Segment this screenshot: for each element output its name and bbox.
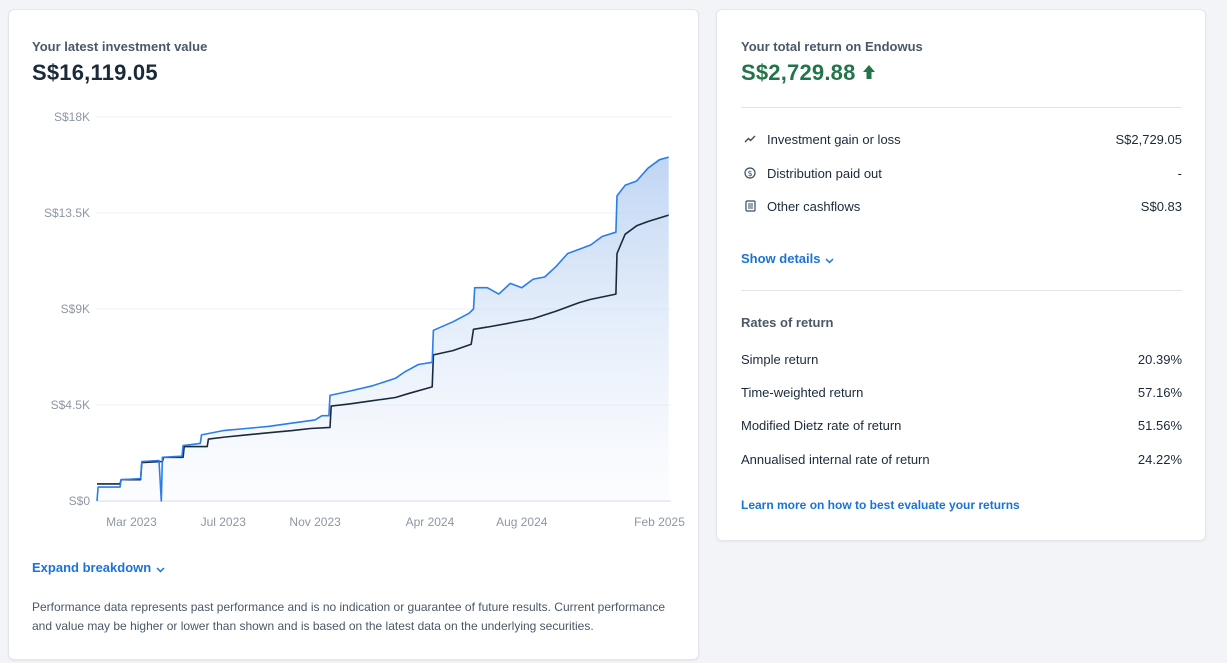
expand-breakdown-label: Expand breakdown (32, 560, 152, 575)
chart-series (96, 156, 669, 502)
chevron-down-icon (825, 252, 834, 267)
time-weighted-return-row: Time-weighted return 57.16% (741, 382, 1182, 402)
total-return-value: S$2,729.88 (741, 60, 856, 85)
chart-y-axis: S$0 S$4.5K S$9K S$13.5K S$18K (44, 110, 90, 508)
trend-line-icon (741, 131, 759, 147)
x-tick-label: Jul 2023 (201, 515, 247, 529)
y-tick-label: S$4.5K (51, 398, 90, 412)
simple-return-value: 20.39% (1137, 351, 1182, 367)
distribution-value: - (1177, 165, 1182, 181)
other-cashflows-value: S$0.83 (1140, 198, 1182, 214)
series-area-0 (97, 157, 669, 501)
investment-gain-value: S$2,729.05 (1115, 131, 1182, 147)
total-return-amount: S$2,729.88 (741, 60, 876, 86)
simple-return-label: Simple return (741, 351, 819, 367)
other-cashflows-row: Other cashflows S$0.83 (741, 196, 1182, 216)
total-return-label: Your total return on Endowus (741, 39, 923, 54)
show-details-label: Show details (741, 251, 821, 266)
investment-value-label: Your latest investment value (32, 39, 208, 54)
document-icon (741, 198, 759, 214)
y-tick-label: S$18K (54, 110, 90, 124)
investment-chart[interactable]: S$0 S$4.5K S$9K S$13.5K S$18K Mar 2023 Jul 20… (9, 10, 700, 550)
total-return-card: Your total return on Endowus S$2,729.88 … (716, 9, 1206, 541)
investment-gain-label: Investment gain or loss (767, 131, 901, 147)
svg-text:$: $ (747, 169, 752, 178)
investment-value-amount: S$16,119.05 (32, 60, 158, 85)
irr-value: 24.22% (1137, 451, 1182, 467)
distribution-label: Distribution paid out (767, 165, 882, 181)
learn-more-link[interactable]: Learn more on how to best evaluate your … (741, 498, 1020, 512)
time-weighted-return-label: Time-weighted return (741, 384, 864, 400)
x-tick-label: Feb 2025 (634, 515, 685, 529)
arrow-up-icon (862, 60, 876, 86)
divider (741, 290, 1182, 291)
x-tick-label: Mar 2023 (106, 515, 157, 529)
other-cashflows-label: Other cashflows (767, 198, 861, 214)
investment-value-card: Your latest investment value S$16,119.05… (8, 9, 699, 660)
modified-dietz-label: Modified Dietz rate of return (741, 417, 902, 433)
modified-dietz-row: Modified Dietz rate of return 51.56% (741, 415, 1182, 435)
simple-return-row: Simple return 20.39% (741, 349, 1182, 369)
investment-gain-row: Investment gain or loss S$2,729.05 (741, 129, 1182, 149)
chart-x-axis: Mar 2023 Jul 2023 Nov 2023 Apr 2024 Aug 2024… (106, 515, 685, 529)
distribution-row: $ Distribution paid out - (741, 163, 1182, 183)
time-weighted-return-value: 57.16% (1137, 384, 1182, 400)
y-tick-label: S$0 (69, 494, 91, 508)
rates-of-return-title: Rates of return (741, 315, 834, 330)
expand-breakdown-button[interactable]: Expand breakdown (32, 560, 165, 576)
irr-label: Annualised internal rate of return (741, 451, 930, 467)
x-tick-label: Apr 2024 (406, 515, 455, 529)
x-tick-label: Nov 2023 (289, 515, 341, 529)
series-line-0 (96, 156, 669, 502)
y-tick-label: S$13.5K (44, 206, 90, 220)
dollar-coin-icon: $ (741, 165, 759, 181)
chevron-down-icon (156, 561, 165, 576)
performance-disclaimer: Performance data represents past perform… (32, 600, 666, 633)
x-tick-label: Aug 2024 (496, 515, 548, 529)
y-tick-label: S$9K (61, 302, 90, 316)
show-details-button[interactable]: Show details (741, 251, 834, 267)
irr-row: Annualised internal rate of return 24.22… (741, 449, 1182, 469)
divider (741, 107, 1182, 108)
modified-dietz-value: 51.56% (1137, 417, 1182, 433)
